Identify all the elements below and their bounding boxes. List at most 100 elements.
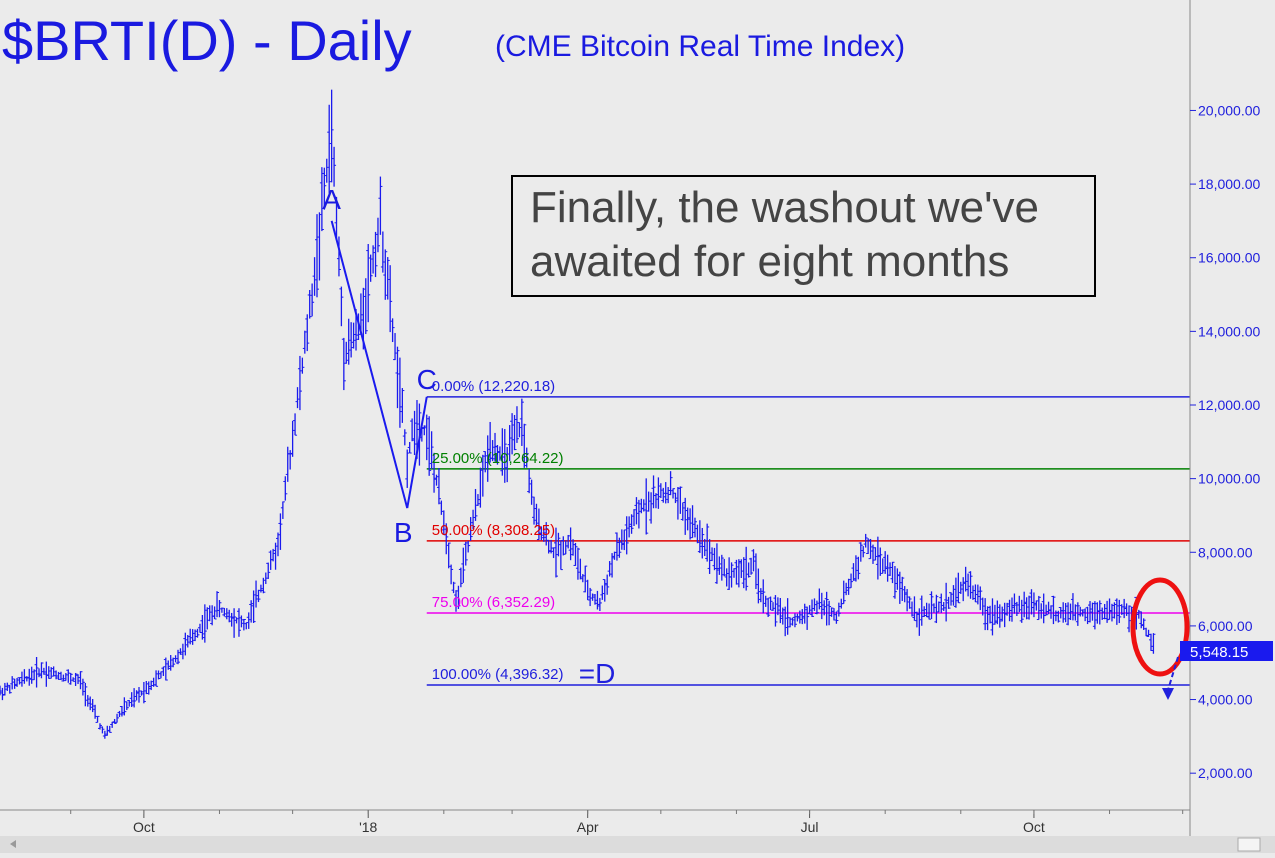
ohlc-bar [195,628,200,638]
ohlc-bar [275,532,280,557]
ohlc-bar [663,482,668,504]
ohlc-bar [841,580,846,605]
ohlc-bar [154,670,159,687]
ohlc-bar [475,494,480,506]
ohlc-bar [149,680,154,691]
ohlc-bar [244,622,249,630]
ohlc-bar [97,723,102,730]
ohlc-bar [332,146,337,187]
ohlc-bar [575,547,580,580]
ohlc-bar [905,589,910,612]
ohlc-bar [258,584,263,593]
ohlc-bar [380,231,385,273]
ohlc-bar [7,684,12,694]
ohlc-bar [180,643,185,660]
wave-label-a: A [322,184,341,215]
ohlc-bar [1046,601,1051,615]
ohlc-bar [280,501,285,519]
wave-line [406,396,428,509]
y-tick-label: 6,000.00 [1198,618,1253,634]
scroll-thumb[interactable] [1237,837,1261,852]
ohlc-bar [58,671,63,680]
ohlc-bar [919,595,924,626]
ohlc-bar [710,547,715,562]
ohlc-bar [641,499,646,512]
ohlc-bar [434,474,439,486]
ohlc-bar [956,572,961,604]
ohlc-bar [768,596,773,611]
ohlc-bar [251,590,256,623]
ohlc-bar [444,523,449,555]
wave-label-c: C [417,364,437,395]
y-tick-label: 16,000.00 [1198,250,1260,266]
ohlc-bar [495,445,500,465]
ohlc-bar [183,632,188,656]
ohlc-bar [800,609,805,625]
ohlc-bar [585,579,590,601]
ohlc-bar [849,573,854,589]
ohlc-bar [666,487,671,504]
ohlc-bar [0,687,5,701]
ohlc-bar [505,446,510,483]
ohlc-bar [1146,629,1151,637]
ohlc-bar [10,676,15,690]
ohlc-bar [980,597,985,616]
ohlc-bar [222,607,227,617]
ohlc-bar [215,591,220,618]
ohlc-bar [461,547,466,583]
ohlc-bar [500,428,505,476]
ohlc-bar [480,454,485,497]
scroll-left-icon[interactable] [10,840,16,848]
ohlc-bar [910,601,915,617]
ohlc-bar [966,573,971,597]
horizontal-scrollbar[interactable] [0,836,1275,853]
ohlc-bar [246,612,251,629]
ohlc-bar [341,337,346,391]
fib-level-label: 25.00% (10,264.22) [432,450,564,467]
ohlc-bar [619,529,624,550]
ohlc-bar [490,440,495,462]
ohlc-bar [736,559,741,588]
ohlc-bar [685,507,690,531]
ohlc-bar [541,527,546,542]
ohlc-bar [312,257,317,296]
ohlc-bar [1109,603,1114,622]
ohlc-bar [553,527,558,578]
ohlc-bar [232,608,237,638]
ohlc-bar [80,678,85,696]
ohlc-bar [558,540,563,571]
ohlc-bar [551,547,556,559]
ohlc-bar [522,423,527,468]
ohlc-bar [122,697,127,716]
ohlc-bar [717,556,722,575]
ohlc-bar [297,355,302,411]
last-price-label: 5,548.15 [1190,644,1248,661]
ohlc-bar [1031,592,1036,618]
ohlc-bar [1080,609,1085,617]
ohlc-bar [534,503,539,527]
ohlc-bar [236,608,241,637]
ohlc-bar [456,585,461,609]
ohlc-bar [863,533,868,548]
ohlc-bar [834,611,839,624]
x-tick-label: Oct [133,819,155,835]
ohlc-bar [173,655,178,663]
ohlc-bar [644,478,649,535]
ohlc-bar [344,341,349,364]
ohlc-bar [93,704,98,719]
ohlc-bar [1056,610,1061,623]
chart-title: $BRTI(D) - Daily [2,9,412,72]
ohlc-bar [375,217,380,253]
ohlc-bar [995,600,1000,625]
ohlc-bar [653,493,658,509]
ohlc-bar [870,544,875,564]
ohlc-bar [1024,597,1029,620]
ohlc-bar [697,520,702,554]
ohlc-bar [773,595,778,627]
ohlc-bar [1007,599,1012,622]
ohlc-bar [614,532,619,561]
ohlc-bar [1141,618,1146,630]
ohlc-bar [90,698,95,713]
ohlc-bar [805,606,810,630]
ohlc-bar [690,505,695,539]
